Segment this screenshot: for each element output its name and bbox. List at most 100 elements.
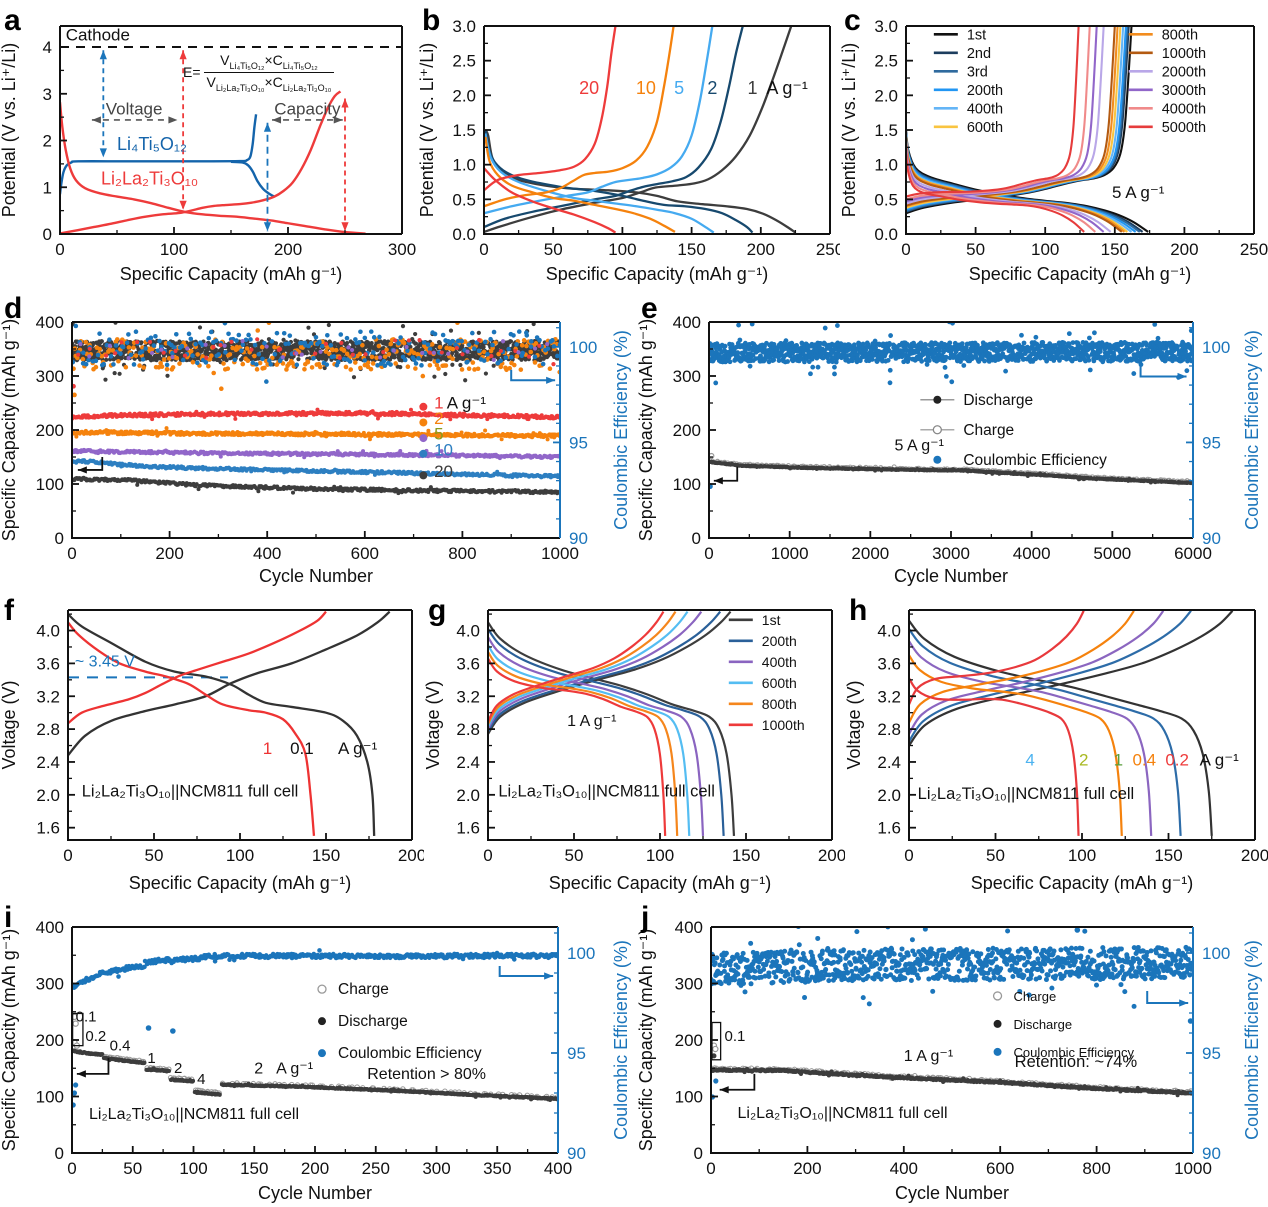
svg-text:Cycle Number: Cycle Number [259, 566, 373, 586]
svg-text:1.5: 1.5 [452, 121, 476, 140]
formula-prefix: E= [183, 64, 201, 81]
svg-text:A g⁻¹: A g⁻¹ [447, 393, 487, 412]
panel-j-letter: j [640, 901, 649, 934]
svg-text:Specific Capacity (mAh g⁻¹): Specific Capacity (mAh g⁻¹) [546, 264, 769, 284]
svg-text:2nd: 2nd [967, 46, 991, 62]
svg-text:600: 600 [351, 544, 379, 563]
svg-text:2.5: 2.5 [452, 52, 476, 71]
svg-text:20: 20 [579, 78, 599, 98]
svg-text:400: 400 [36, 313, 64, 332]
svg-text:150: 150 [1101, 240, 1129, 259]
svg-text:5: 5 [674, 78, 684, 98]
svg-text:600th: 600th [967, 120, 1003, 136]
svg-text:Coulombic Efficiency (%): Coulombic Efficiency (%) [611, 330, 631, 530]
energy-density-formula: E= VLi₄Ti₅O₁₂×CLi₄Ti₅O₁₂ VLi₂La₂Ti₃O₁₀×C… [183, 52, 335, 93]
svg-text:1: 1 [434, 393, 443, 412]
panel-j-chart: 0.11 A g⁻¹ Retention: ~74%Li₂La₂Ti₃O₁₀||N… [637, 897, 1268, 1207]
svg-text:400: 400 [253, 544, 281, 563]
svg-text:3.0: 3.0 [874, 17, 898, 36]
svg-text:A g⁻¹: A g⁻¹ [766, 78, 808, 98]
svg-text:150: 150 [677, 240, 705, 259]
svg-text:250: 250 [816, 240, 840, 259]
svg-text:Specific Capacity (mAh g⁻¹): Specific Capacity (mAh g⁻¹) [969, 264, 1192, 284]
svg-text:4000th: 4000th [1162, 101, 1206, 117]
panel-c-letter: c [844, 4, 861, 37]
svg-text:10: 10 [434, 440, 453, 459]
svg-text:200: 200 [155, 544, 183, 563]
svg-text:Potential (V vs. Li⁺/Li): Potential (V vs. Li⁺/Li) [0, 43, 19, 218]
svg-text:200: 200 [747, 240, 775, 259]
svg-text:1.0: 1.0 [874, 156, 898, 175]
panel-b-chart: 20 10 5 2 1 A g⁻¹ 0 50 100 150 200 250 0.0 0.5 1.0 1.5 2… [418, 0, 840, 288]
svg-text:200: 200 [36, 421, 64, 440]
svg-text:2.0: 2.0 [874, 86, 898, 105]
svg-text:0: 0 [43, 225, 52, 244]
svg-text:20: 20 [434, 462, 453, 481]
svg-text:Cathode: Cathode [66, 25, 130, 44]
svg-text:Specific Capacity (mAh g⁻¹): Specific Capacity (mAh g⁻¹) [0, 319, 19, 542]
svg-text:0.0: 0.0 [452, 225, 476, 244]
panel-e-letter: e [641, 292, 658, 325]
svg-text:1.5: 1.5 [874, 121, 898, 140]
svg-text:0.0: 0.0 [874, 225, 898, 244]
svg-text:2.0: 2.0 [452, 86, 476, 105]
svg-text:90: 90 [569, 529, 588, 548]
svg-text:400th: 400th [967, 101, 1003, 117]
svg-text:Li₂La₂Ti₃O₁₀: Li₂La₂Ti₃O₁₀ [101, 168, 198, 188]
svg-text:95: 95 [569, 433, 588, 452]
svg-text:5: 5 [434, 425, 443, 444]
svg-text:10: 10 [636, 78, 656, 98]
svg-text:1st: 1st [967, 27, 986, 43]
panel-a-letter: a [4, 4, 21, 37]
svg-text:Specific Capacity (mAh g⁻¹): Specific Capacity (mAh g⁻¹) [120, 264, 343, 284]
svg-text:200: 200 [1170, 240, 1198, 259]
panel-b-letter: b [422, 4, 440, 37]
panel-i-letter: i [4, 901, 12, 934]
svg-text:0: 0 [67, 544, 76, 563]
svg-text:3: 3 [43, 85, 52, 104]
svg-text:2: 2 [434, 409, 443, 428]
panel-h-letter: h [849, 594, 867, 627]
svg-text:800th: 800th [1162, 27, 1198, 43]
svg-text:250: 250 [1240, 240, 1268, 259]
svg-text:100: 100 [36, 475, 64, 494]
panel-a-chart: Cathode Voltage Capacity Li₄Ti₅O₁₂ Li₂La₂Ti₃… [0, 0, 418, 288]
svg-text:3000th: 3000th [1162, 83, 1206, 99]
svg-text:1: 1 [43, 178, 52, 197]
svg-text:Potential (V vs. Li⁺/Li): Potential (V vs. Li⁺/Li) [418, 43, 437, 218]
svg-text:1: 1 [747, 78, 757, 98]
svg-text:200: 200 [274, 240, 302, 259]
svg-text:2000th: 2000th [1162, 64, 1206, 80]
svg-text:2.5: 2.5 [874, 52, 898, 71]
svg-text:4: 4 [43, 38, 52, 57]
formula-numerator: VLi₄Ti₅O₁₂×CLi₄Ti₅O₁₂ [203, 52, 335, 73]
svg-text:0: 0 [55, 240, 64, 259]
svg-text:Capacity: Capacity [274, 99, 341, 118]
svg-text:5 A g⁻¹: 5 A g⁻¹ [1112, 183, 1165, 202]
formula-fraction: VLi₄Ti₅O₁₂×CLi₄Ti₅O₁₂ VLi₂La₂Ti₃O₁₀×CLi₂… [203, 52, 335, 93]
svg-text:800: 800 [448, 544, 476, 563]
svg-text:100: 100 [608, 240, 636, 259]
svg-text:50: 50 [544, 240, 563, 259]
svg-text:50: 50 [966, 240, 985, 259]
svg-text:300: 300 [388, 240, 416, 259]
svg-text:2: 2 [43, 132, 52, 151]
svg-text:2: 2 [707, 78, 717, 98]
panel-d-letter: d [4, 292, 22, 325]
svg-text:0: 0 [901, 240, 910, 259]
svg-text:0.5: 0.5 [452, 190, 476, 209]
svg-text:100: 100 [160, 240, 188, 259]
svg-text:3.0: 3.0 [452, 17, 476, 36]
svg-text:Li₄Ti₅O₁₂: Li₄Ti₅O₁₂ [117, 134, 187, 154]
svg-text:100: 100 [1031, 240, 1059, 259]
svg-text:0: 0 [55, 529, 64, 548]
formula-denominator: VLi₂La₂Ti₃O₁₀×CLi₂La₂Ti₃O₁₀ [206, 73, 332, 93]
svg-text:1000: 1000 [541, 544, 579, 563]
